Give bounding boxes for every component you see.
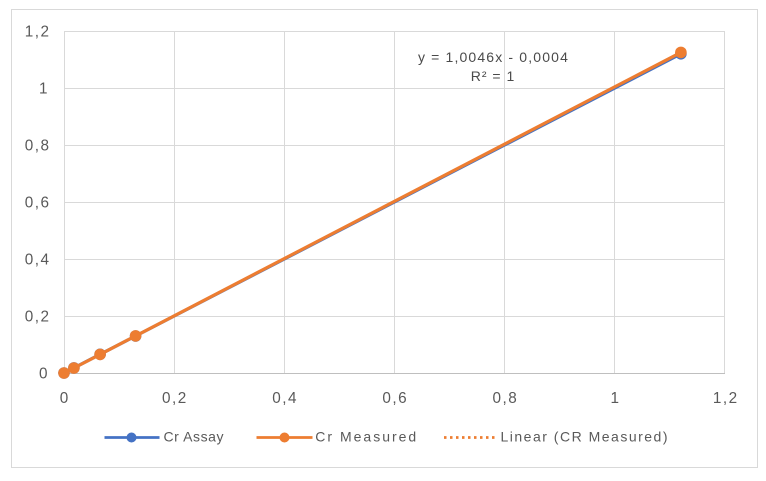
svg-text:Cr Measured: Cr Measured: [315, 429, 418, 445]
svg-text:0,8: 0,8: [25, 138, 51, 155]
svg-text:0: 0: [60, 390, 70, 407]
svg-text:y = 1,0046x - 0,0004: y = 1,0046x - 0,0004: [418, 49, 569, 65]
svg-text:0,2: 0,2: [25, 309, 51, 326]
svg-text:0,2: 0,2: [162, 390, 188, 407]
svg-text:1: 1: [610, 390, 620, 407]
svg-text:0,4: 0,4: [272, 390, 298, 407]
svg-text:0,6: 0,6: [25, 195, 51, 212]
svg-text:R² = 1: R² = 1: [471, 68, 516, 84]
svg-text:0: 0: [39, 366, 49, 383]
svg-text:0,4: 0,4: [25, 252, 51, 269]
svg-text:0,6: 0,6: [382, 390, 408, 407]
svg-text:0,8: 0,8: [493, 390, 519, 407]
svg-text:1: 1: [39, 81, 49, 98]
svg-text:1,2: 1,2: [713, 390, 739, 407]
svg-text:1,2: 1,2: [25, 24, 51, 41]
svg-text:Linear (CR Measured): Linear (CR Measured): [501, 429, 670, 445]
svg-text:Cr Assay: Cr Assay: [164, 429, 225, 445]
